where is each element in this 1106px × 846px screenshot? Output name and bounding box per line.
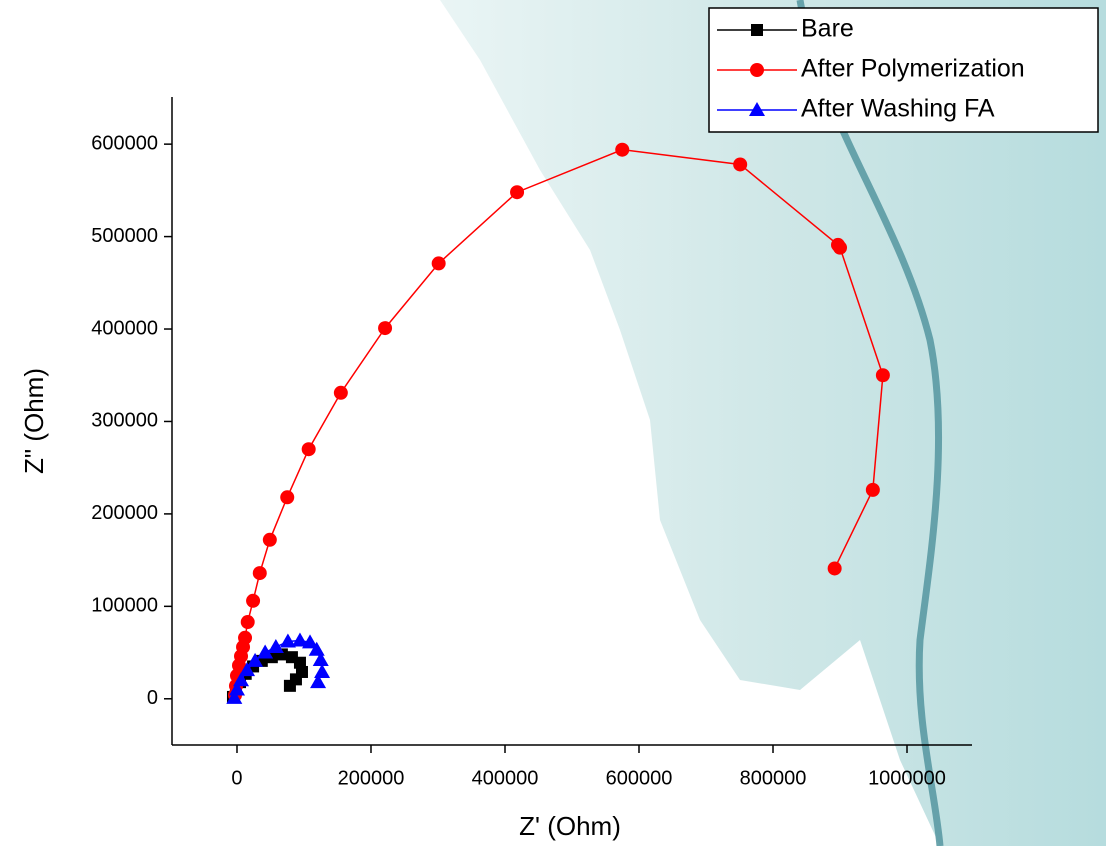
background-wash (440, 0, 1106, 846)
x-tick-label: 800000 (740, 767, 807, 789)
marker (615, 142, 630, 157)
y-tick-label: 400000 (91, 317, 158, 339)
legend-label: After Polymerization (801, 55, 1025, 83)
marker (246, 593, 261, 608)
marker (279, 633, 296, 648)
marker (238, 630, 253, 645)
marker (378, 321, 393, 336)
legend: Bare After Polymerization After Washing FA (708, 7, 1099, 133)
marker (310, 674, 327, 689)
marker (247, 652, 264, 667)
marker (255, 654, 268, 667)
marker (228, 681, 245, 696)
marker (267, 639, 284, 654)
marker (291, 632, 308, 647)
x-tick-label: 600000 (606, 767, 673, 789)
y-tick-label: 0 (147, 687, 158, 709)
y-axis-title: Z" (Ohm) (19, 368, 49, 474)
marker (283, 679, 296, 692)
marker (293, 656, 306, 669)
marker (233, 672, 250, 687)
marker (749, 102, 765, 116)
x-tick-label: 200000 (338, 767, 405, 789)
marker (239, 662, 256, 677)
marker (875, 368, 890, 383)
marker (510, 185, 525, 200)
marker (312, 651, 329, 666)
marker (750, 63, 764, 77)
y-tick-label: 500000 (91, 225, 158, 247)
y-tick-label: 200000 (91, 502, 158, 524)
marker (314, 663, 331, 678)
marker (252, 566, 267, 581)
marker (302, 634, 319, 649)
background-stroke (796, 0, 944, 846)
x-axis-title: Z' (Ohm) (519, 811, 621, 841)
marker (257, 644, 274, 659)
legend-label: After Washing FA (801, 95, 995, 123)
marker (333, 385, 348, 400)
legend-label: Bare (801, 15, 854, 43)
y-tick-label: 100000 (91, 595, 158, 617)
x-tick-label: 400000 (472, 767, 539, 789)
marker (751, 24, 763, 36)
marker (262, 532, 277, 547)
marker (833, 240, 848, 255)
marker (301, 442, 316, 457)
marker (431, 256, 446, 271)
y-tick-label: 300000 (91, 410, 158, 432)
marker (733, 157, 748, 172)
x-tick-label: 0 (231, 767, 242, 789)
x-tick-label: 1000000 (868, 767, 946, 789)
marker (865, 482, 880, 497)
marker (280, 490, 295, 505)
marker (240, 615, 255, 630)
marker (226, 689, 243, 704)
y-tick-label: 600000 (91, 132, 158, 154)
marker (827, 561, 842, 576)
